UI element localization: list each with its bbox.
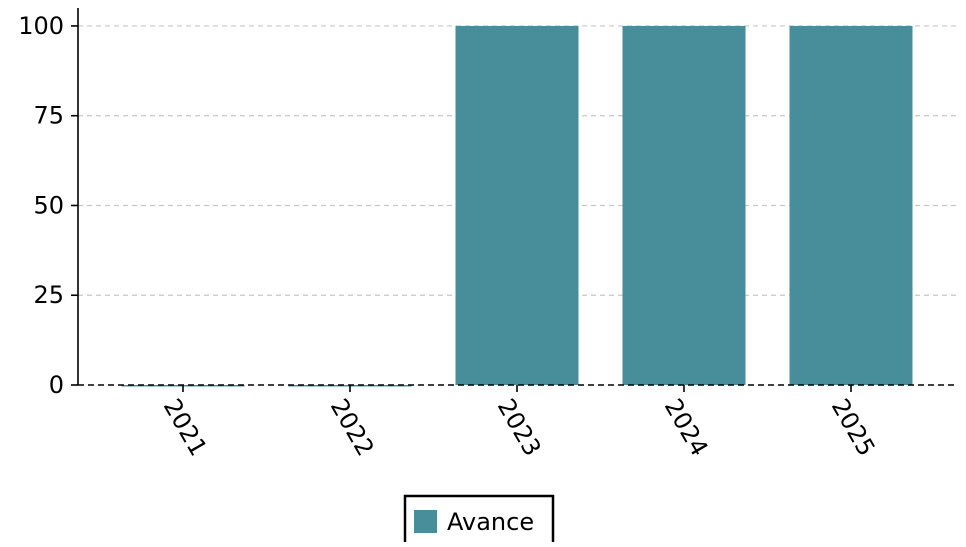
- x-tick-label: 2023: [492, 394, 547, 461]
- x-tick-label: 2024: [659, 394, 714, 461]
- bars: [121, 25, 913, 387]
- x-tick-label: 2021: [158, 394, 213, 461]
- legend-label: Avance: [447, 508, 534, 536]
- y-tick-label: 0: [49, 371, 64, 399]
- legend-swatch: [414, 510, 437, 533]
- y-tick-label: 100: [18, 12, 64, 40]
- x-tick-label: 2022: [325, 394, 380, 461]
- bar: [455, 25, 579, 385]
- x-tick-label: 2025: [826, 394, 881, 461]
- y-tick-label: 75: [33, 102, 64, 130]
- axes: [77, 8, 956, 386]
- y-tick-label: 25: [33, 281, 64, 309]
- bar: [789, 25, 913, 385]
- bar: [622, 25, 746, 385]
- x-axis-ticks: 2021 2022 2023 2024 2025: [158, 385, 881, 461]
- y-tick-label: 50: [33, 191, 64, 219]
- y-axis-ticks: 0 25 50 75 100: [18, 12, 78, 399]
- legend: Avance: [403, 494, 555, 547]
